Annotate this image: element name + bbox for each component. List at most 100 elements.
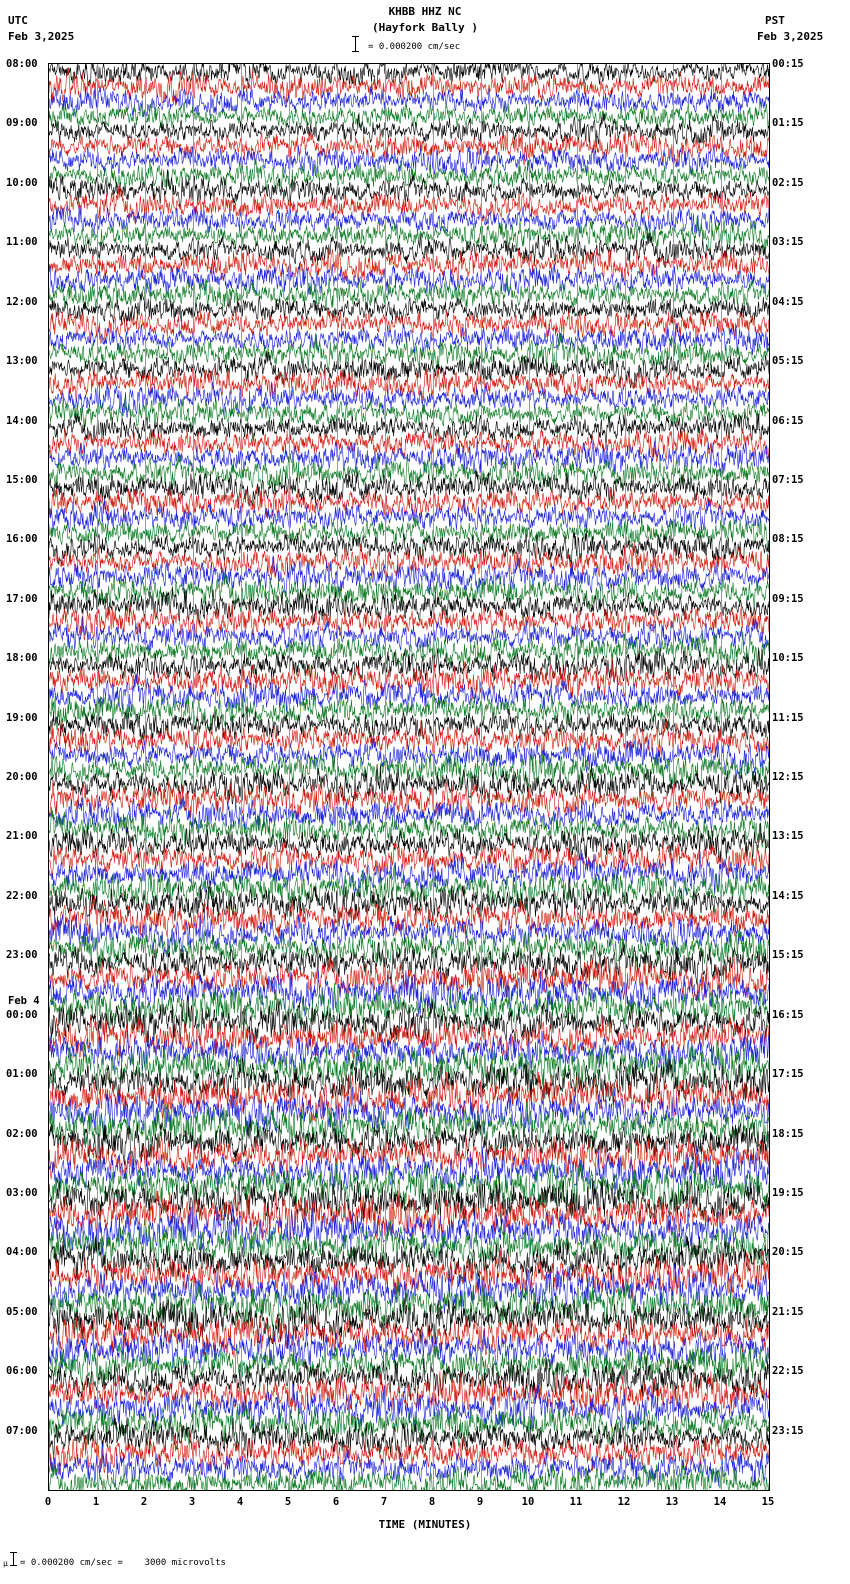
x-tick-2: 2	[140, 1496, 148, 1508]
utc-tick-0900: 09:00	[6, 117, 38, 130]
pst-tick-0915: 09:15	[772, 592, 804, 605]
grid-line-minute-6	[337, 64, 338, 1490]
pst-tick-0415: 04:15	[772, 295, 804, 308]
utc-tick-1300: 13:00	[6, 355, 38, 368]
trace-row-49	[49, 780, 769, 820]
grid-line-minute-14	[721, 64, 722, 1490]
utc-tick-0800: 08:00	[6, 58, 38, 70]
trace-row-79	[49, 1220, 769, 1270]
utc-tick-1800: 18:00	[6, 652, 38, 665]
pst-label: PST	[765, 14, 785, 27]
utc-tick-1100: 11:00	[6, 236, 38, 249]
trace-row-61	[49, 956, 769, 1002]
trace-row-38	[49, 616, 769, 653]
trace-row-33	[49, 541, 769, 581]
pst-tick-2115: 21:15	[772, 1305, 804, 1318]
trace-row-70	[49, 1086, 769, 1136]
x-tick-14: 14	[713, 1496, 727, 1508]
trace-row-29	[49, 482, 769, 519]
trace-row-17	[49, 308, 769, 344]
trace-row-66	[49, 1028, 769, 1073]
trace-row-95	[49, 1463, 769, 1490]
trace-row-57	[49, 896, 769, 940]
trace-row-19	[49, 332, 769, 370]
trace-row-75	[49, 1160, 769, 1211]
x-tick-5: 5	[284, 1496, 292, 1508]
trace-row-65	[49, 1013, 769, 1062]
trace-row-9	[49, 185, 769, 225]
trace-row-55	[49, 864, 769, 910]
x-tick-7: 7	[380, 1496, 388, 1508]
trace-row-50	[49, 795, 769, 834]
grid-line-minute-3	[193, 64, 194, 1490]
trace-row-27	[49, 454, 769, 492]
trace-row-34	[49, 555, 769, 595]
pst-tick-1915: 19:15	[772, 1186, 804, 1199]
trace-row-81	[49, 1250, 769, 1300]
pst-tick-0115: 01:15	[772, 117, 804, 130]
trace-row-83	[49, 1279, 769, 1328]
x-axis-title: TIME (MINUTES)	[378, 1518, 472, 1531]
pst-tick-2015: 20:15	[772, 1246, 804, 1259]
trace-row-15	[49, 277, 769, 311]
utc-tick-1500: 15:00	[6, 473, 38, 486]
utc-tick-1400: 14:00	[6, 414, 38, 427]
trace-row-46	[49, 737, 769, 780]
grid-line-minute-12	[625, 64, 626, 1490]
utc-tick-1600: 16:00	[6, 533, 38, 546]
x-tick-1: 1	[92, 1496, 100, 1508]
trace-row-3	[49, 100, 769, 130]
helicorder-plot[interactable]	[48, 63, 770, 1491]
trace-row-51	[49, 806, 769, 851]
scale-bar-icon	[352, 36, 359, 52]
trace-row-14	[49, 263, 769, 297]
utc-tick-2300: 23:00	[6, 949, 38, 962]
utc-tick-2000: 20:00	[6, 771, 38, 783]
pst-tick-1315: 13:15	[772, 830, 804, 843]
utc-tick-2200: 22:00	[6, 889, 38, 902]
utc-tick-1000: 10:00	[6, 176, 38, 189]
pst-tick-0615: 06:15	[772, 414, 804, 427]
trace-canvas	[49, 64, 769, 1490]
trace-row-89	[49, 1371, 769, 1416]
trace-row-86	[49, 1326, 769, 1370]
trace-row-23	[49, 397, 769, 430]
trace-row-69	[49, 1071, 769, 1122]
x-tick-13: 13	[665, 1496, 679, 1508]
trace-row-13	[49, 248, 769, 284]
x-tick-3: 3	[188, 1496, 196, 1508]
grid-line-minute-10	[529, 64, 530, 1490]
trace-row-39	[49, 631, 769, 672]
trace-row-43	[49, 692, 769, 734]
trace-row-2	[49, 86, 769, 117]
pst-tick-1715: 17:15	[772, 1068, 804, 1081]
trace-row-28	[49, 468, 769, 507]
trace-row-58	[49, 914, 769, 958]
scale-note: = 0.000200 cm/sec	[368, 42, 461, 52]
pst-tick-1615: 16:15	[772, 1008, 804, 1021]
trace-row-88	[49, 1357, 769, 1401]
trace-row-87	[49, 1342, 769, 1387]
trace-row-37	[49, 603, 769, 641]
trace-row-31	[49, 517, 769, 550]
pst-tick-1415: 14:15	[772, 889, 804, 902]
utc-tick-0700: 07:00	[6, 1424, 38, 1437]
trace-row-0	[49, 64, 769, 89]
trace-row-56	[49, 878, 769, 927]
station-subtitle: (Hayfork Bally )	[372, 21, 478, 34]
trace-row-77	[49, 1190, 769, 1240]
trace-row-16	[49, 291, 769, 326]
utc-date: Feb 3,2025	[8, 30, 75, 43]
pst-tick-0715: 07:15	[772, 473, 804, 486]
pst-tick-0015: 00:15	[772, 58, 804, 70]
trace-row-24	[49, 412, 769, 445]
pst-tick-0215: 02:15	[772, 176, 804, 189]
grid-line-minute-4	[241, 64, 242, 1490]
utc-tick-1700: 17:00	[6, 592, 38, 605]
trace-row-4	[49, 113, 769, 148]
trace-row-22	[49, 381, 769, 419]
grid-line-minute-5	[289, 64, 290, 1490]
trace-row-20	[49, 351, 769, 389]
x-tick-4: 4	[236, 1496, 244, 1508]
trace-row-7	[49, 157, 769, 193]
